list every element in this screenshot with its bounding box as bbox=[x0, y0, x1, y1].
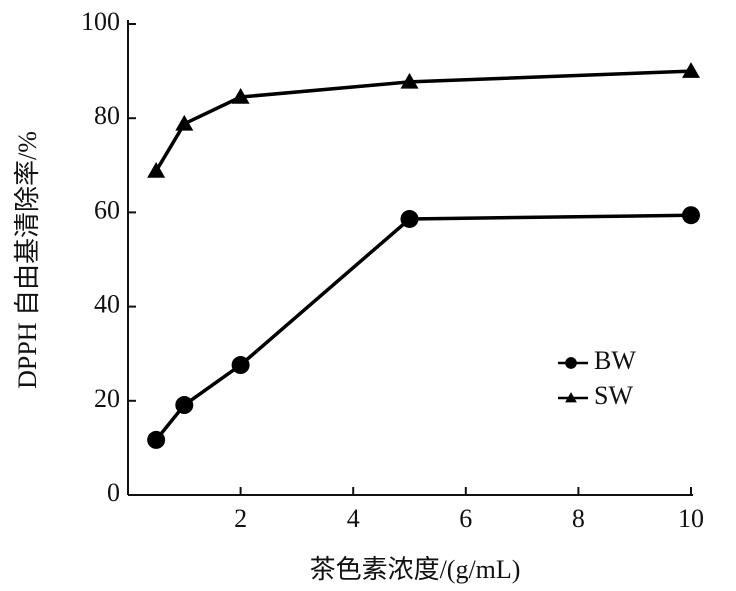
y-tick-label: 100 bbox=[81, 7, 120, 36]
data-point bbox=[400, 72, 419, 89]
legend-marker bbox=[565, 392, 577, 403]
data-point bbox=[175, 396, 194, 415]
legend-label: BW bbox=[594, 346, 636, 375]
series-line bbox=[154, 69, 692, 172]
data-point bbox=[682, 62, 700, 78]
y-tick-label: 80 bbox=[94, 101, 120, 130]
x-tick-label: 2 bbox=[234, 504, 247, 533]
x-axis-label: 茶色素浓度/(g/mL) bbox=[310, 555, 521, 584]
x-tick-label: 4 bbox=[347, 504, 360, 533]
x-tick-label: 10 bbox=[678, 504, 704, 533]
data-point bbox=[682, 206, 700, 225]
y-tick-label: 20 bbox=[94, 384, 120, 413]
x-tick-label: 6 bbox=[459, 504, 472, 533]
y-tick-label: 40 bbox=[94, 290, 120, 319]
data-point bbox=[175, 114, 194, 131]
data-point bbox=[400, 209, 419, 228]
data-point bbox=[231, 88, 250, 104]
y-axis-label: DPPH 自由基清除率/% bbox=[13, 131, 42, 389]
data-point bbox=[147, 430, 166, 449]
y-tick-label: 0 bbox=[107, 478, 120, 507]
y-tick-label: 60 bbox=[94, 195, 120, 224]
data-point bbox=[231, 356, 250, 375]
data-point bbox=[147, 161, 166, 178]
legend-marker bbox=[565, 357, 577, 369]
legend-label: SW bbox=[594, 381, 633, 410]
x-tick-label: 8 bbox=[572, 504, 585, 533]
